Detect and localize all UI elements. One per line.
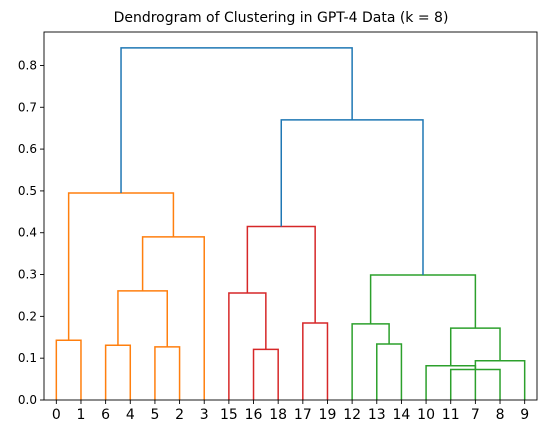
leaf-label: 10 [417,407,435,423]
leaf-label: 11 [442,407,460,423]
dendrogram-link [55,339,82,400]
y-tick-label: 0.1 [18,351,37,365]
dendrogram-link [246,225,316,324]
dendrogram-link [104,344,132,400]
y-tick-label: 0.8 [18,58,37,72]
leaf-label: 0 [52,407,61,423]
y-tick-label: 0.4 [18,226,37,240]
dendrogram-link [228,292,267,400]
chart-title: Dendrogram of Clustering in GPT-4 Data (… [114,10,449,26]
leaf-label: 7 [471,407,480,423]
dendrogram-link [120,47,353,193]
y-tick-label: 0.7 [18,100,37,114]
leaf-label: 8 [496,407,505,423]
dendrogram-link [351,323,390,400]
dendrogram-link [141,236,205,400]
dendrogram-link [449,327,501,366]
leaf-label: 18 [269,407,287,423]
dendrogram-link [280,119,424,275]
leaf-label: 19 [319,407,337,423]
leaf-label: 9 [520,407,529,423]
dendrogram-link [154,346,181,400]
leaf-label: 16 [245,407,263,423]
leaf-label: 13 [368,407,386,423]
y-axis: 0.0 0.1 0.2 0.3 0.4 0.5 0.6 0.7 0.8 [18,58,44,407]
leaf-label: 2 [175,407,184,423]
leaf-label: 3 [200,407,209,423]
dendrogram-link [369,274,477,329]
leaf-label: 15 [220,407,238,423]
plot-frame [43,31,538,401]
leaf-label: 12 [343,407,361,423]
dendrogram-link [376,343,403,400]
x-axis: 0 1 6 4 5 2 3 15 16 18 17 19 12 13 14 10 11 7 8 9 [52,400,529,423]
y-tick-label: 0.3 [18,268,37,282]
y-tick-label: 0.0 [18,393,37,407]
leaf-label: 14 [393,407,411,423]
leaf-label: 5 [150,407,159,423]
dendrogram-link [252,348,279,400]
y-tick-label: 0.2 [18,309,37,323]
leaf-label: 6 [101,407,110,423]
dendrogram-link [474,359,526,400]
leaf-label: 17 [294,407,312,423]
y-tick-label: 0.6 [18,142,37,156]
leaf-label: 1 [77,407,86,423]
dendrogram-link [67,192,175,341]
dendrogram-link [117,290,168,347]
dendrogram-link [302,322,329,400]
y-tick-label: 0.5 [18,184,37,198]
dendrogram-links [55,47,526,400]
leaf-label: 4 [126,407,135,423]
